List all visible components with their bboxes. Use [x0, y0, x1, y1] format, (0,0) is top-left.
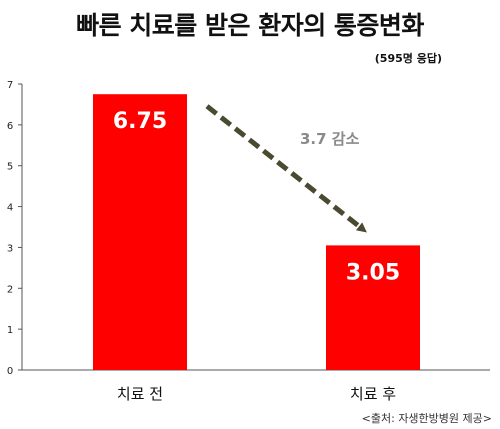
y-tick-label: 2	[7, 284, 13, 295]
chart-subtitle: (595명 응답)	[374, 52, 442, 65]
x-category-label: 치료 후	[350, 385, 396, 403]
chart-title: 빠른 치료를 받은 환자의 통증변화	[76, 11, 424, 40]
bar-value-label: 3.05	[346, 260, 400, 285]
x-category-label: 치료 전	[117, 385, 163, 403]
y-tick-label: 5	[7, 162, 13, 173]
decrease-annotation: 3.7 감소	[300, 130, 360, 148]
decrease-arrow	[205, 104, 367, 233]
bar-before	[93, 94, 187, 370]
y-tick-label: 6	[7, 121, 13, 132]
y-tick-label: 0	[7, 366, 13, 377]
bar-after	[326, 245, 420, 370]
bar-value-label: 6.75	[113, 109, 167, 134]
source-note: <출처: 자생한방병원 제공>	[361, 412, 492, 425]
y-tick-label: 1	[7, 325, 13, 336]
y-tick-label: 4	[7, 203, 13, 214]
y-tick-label: 3	[7, 243, 13, 254]
y-tick-label: 7	[7, 80, 13, 91]
